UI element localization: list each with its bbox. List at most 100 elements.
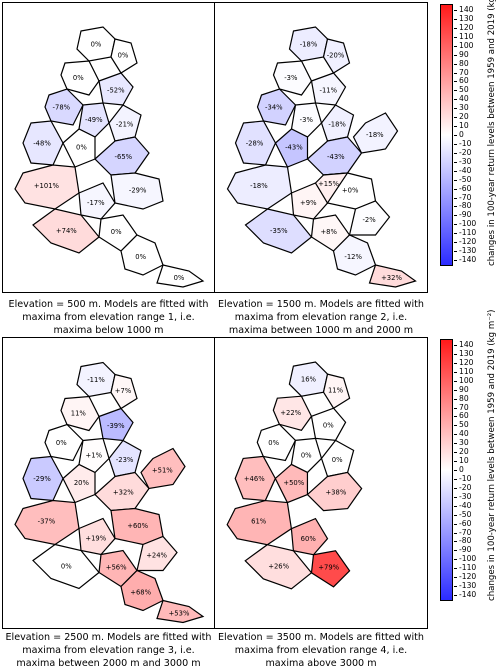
caption-2500m: Elevation = 2500 m. Models are fitted wi…	[5, 632, 212, 669]
massif-region	[60, 60, 100, 96]
massif-change-label: +32%	[113, 488, 134, 496]
massif-change-label: -11%	[320, 86, 338, 94]
colorbar-tick-label: 130	[454, 348, 474, 358]
massif-change-label: +7%	[115, 387, 132, 395]
colorbar-tick-label: -20	[453, 147, 472, 157]
massif-change-label: 0%	[56, 439, 67, 447]
colorbar-axis-label: changes in 100-year return levels betwee…	[487, 309, 497, 601]
massif-change-label: 0%	[332, 456, 343, 464]
massif-region	[78, 437, 110, 474]
massif-region	[136, 535, 178, 572]
caption-1500m: Elevation = 1500 m. Models are fitted wi…	[218, 299, 424, 336]
colorbar-gradient	[440, 339, 453, 601]
massif-change-label: 0%	[76, 144, 87, 152]
massif-change-label: 0%	[111, 228, 122, 236]
colorbar-tick-label: -30	[453, 156, 472, 166]
massif-region	[14, 164, 80, 210]
massif-region	[310, 550, 351, 588]
massif-change-label: -3%	[284, 74, 298, 82]
colorbar-tick-label: -70	[453, 192, 472, 202]
massif-change-label: +22%	[280, 409, 301, 417]
massif-region	[156, 599, 205, 624]
massif-region	[32, 208, 100, 254]
massif-region	[226, 499, 293, 546]
colorbar-tick-label: 70	[454, 67, 469, 77]
colorbar-tick-label: -10	[453, 473, 472, 483]
map-panel-3500m: 16% 11% +22% 0% 0% 0% 0% +46% +50% +38% 61% 60% +26%…	[214, 337, 428, 629]
colorbar-tick-label: -130	[453, 246, 477, 256]
colorbar-tick-label: 0	[454, 130, 464, 139]
massif-change-label: -65%	[115, 153, 133, 161]
colorbar-tick-label: 10	[454, 121, 469, 131]
massif-region	[62, 128, 96, 168]
colorbar-tick-label: -60	[453, 183, 472, 193]
massif-region	[256, 88, 297, 126]
massif-change-label: +68%	[130, 588, 151, 596]
massif-change-label: 0%	[268, 439, 279, 447]
massif-change-label: 60%	[301, 535, 317, 543]
massif-change-label: -48%	[33, 140, 51, 148]
massif-region	[44, 88, 84, 126]
colorbar-tick-label: -80	[453, 201, 472, 211]
massif-region	[272, 395, 313, 432]
massif-change-label: 0%	[323, 422, 334, 430]
massif-region	[320, 439, 355, 478]
colorbar-tick-label: 110	[454, 366, 474, 376]
massif-change-label: -28%	[246, 140, 264, 148]
massif-region	[256, 423, 297, 462]
massif-region	[306, 471, 363, 512]
massif-region	[274, 463, 309, 504]
massif-region	[244, 208, 313, 254]
massif-change-label: -18%	[366, 131, 384, 139]
massif-region	[156, 264, 205, 288]
massif-change-label: 0%	[135, 253, 146, 261]
massif-region	[110, 172, 164, 210]
colorbar-tick-label: -80	[453, 536, 472, 546]
colorbar-tick-label: 30	[454, 438, 469, 448]
massif-change-label: -29%	[129, 187, 147, 195]
caption-3500m: Elevation = 3500 m. Models are fitted wi…	[218, 632, 424, 669]
massif-region	[44, 423, 84, 462]
massif-change-label: +50%	[283, 479, 304, 487]
colorbar-tick-label: -50	[453, 174, 472, 184]
massif-region	[290, 182, 329, 220]
massif-change-label: +9%	[300, 199, 317, 207]
colorbar-tick-label: -120	[453, 572, 477, 582]
colorbar-tick-label: 50	[454, 420, 469, 430]
colorbar-tick-label: 120	[454, 357, 474, 367]
massif-change-label: +79%	[318, 564, 339, 572]
massif-region	[98, 407, 134, 442]
colorbar-tick-label: 10	[454, 456, 469, 466]
massif-change-label: -21%	[116, 121, 134, 129]
massif-change-label: -52%	[107, 86, 125, 94]
massif-region	[322, 38, 351, 74]
massif-change-label: 0%	[118, 52, 129, 60]
colorbar-gradient	[440, 4, 453, 266]
colorbar-tick-label: 90	[454, 384, 469, 394]
colorbar-tick-label: 20	[454, 447, 469, 457]
massif-region	[110, 38, 138, 74]
massif-change-label: -23%	[116, 456, 134, 464]
colorbar-tick-label: 110	[454, 31, 474, 41]
massif-region	[98, 72, 134, 106]
massif-region	[78, 102, 110, 138]
massif-change-label: 0%	[301, 451, 312, 459]
massif-change-label: +1%	[86, 451, 103, 459]
massif-map: -18% -20% -3% -11% -34% -3% -18% -28% -43% -43% -1…	[226, 26, 417, 288]
colorbar-tick-label: 130	[454, 13, 474, 23]
colorbar-tick-label: 30	[454, 103, 469, 113]
colorbar-tick-label: 0	[454, 465, 464, 474]
massif-region	[140, 447, 186, 490]
massif-change-label: -12%	[344, 253, 362, 261]
colorbar-tick-label: 80	[454, 58, 469, 68]
colorbar-axis-label: changes in 100-year return levels betwee…	[487, 0, 497, 266]
massif-region	[32, 543, 100, 590]
massif-region	[108, 439, 142, 478]
massif-change-label: -37%	[38, 518, 56, 526]
colorbar-tick-label: -20	[453, 482, 472, 492]
massif-region	[348, 200, 391, 236]
colorbar-tick-label: -40	[453, 500, 472, 510]
map-panel-2500m: -11% +7% 11% -39% 0% +1% -23% -29% 20% +32% -37% +1…	[2, 337, 215, 629]
colorbar-tick-label: 60	[454, 76, 469, 86]
massif-region	[314, 172, 349, 205]
